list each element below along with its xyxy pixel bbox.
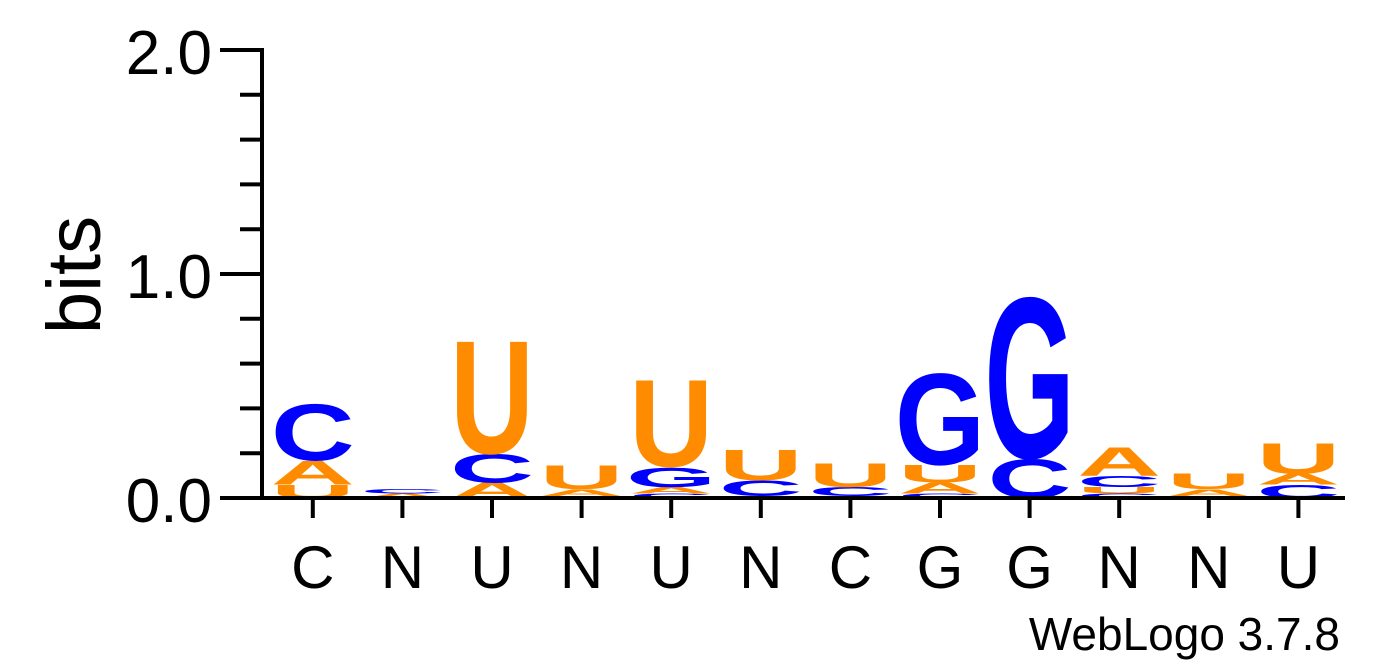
weblogo-credit: WebLogo 3.7.8 bbox=[1029, 608, 1340, 660]
x-tick-label: U bbox=[650, 534, 693, 601]
logo-letter-u: U bbox=[719, 441, 803, 490]
x-tick-label: U bbox=[1277, 534, 1320, 601]
logo-letter-c: C bbox=[808, 485, 892, 499]
logo-letter-u: U bbox=[629, 354, 713, 494]
logo-letter-u: U bbox=[808, 456, 892, 494]
logo-letter-c: C bbox=[898, 492, 982, 499]
logo-letter-a: A bbox=[1256, 470, 1340, 487]
logo-letter-a: A bbox=[271, 454, 355, 492]
x-tick-label: N bbox=[1187, 534, 1230, 601]
logo-letter-a: A bbox=[629, 485, 713, 495]
logo-letter-u: U bbox=[1077, 485, 1161, 495]
logo-letter-g: G bbox=[984, 249, 1074, 507]
x-tick-label: N bbox=[739, 534, 782, 601]
logo-letter-u: U bbox=[450, 307, 534, 487]
logo-letter-c: C bbox=[271, 387, 355, 478]
logo-letter-a: A bbox=[1167, 487, 1251, 497]
y-tick-label: 2.0 bbox=[126, 19, 212, 88]
logo-letter-a: A bbox=[898, 479, 982, 496]
x-tick-label: G bbox=[1006, 534, 1053, 601]
logo-letter-u: U bbox=[898, 460, 982, 488]
y-axis-label: bits bbox=[32, 216, 117, 334]
logo-letter-u: U bbox=[540, 459, 624, 497]
y-tick-label: 0.0 bbox=[126, 467, 212, 536]
logo-letter-a: A bbox=[540, 487, 624, 497]
x-tick-label: C bbox=[291, 534, 334, 601]
logo-letter-c: C bbox=[450, 446, 534, 491]
logo-letter-a: A bbox=[360, 492, 444, 499]
logo-letter-g: G bbox=[626, 462, 716, 493]
y-tick-label: 1.0 bbox=[126, 243, 212, 312]
logo-letter-c: C bbox=[1077, 473, 1161, 490]
logo-letter-c: C bbox=[629, 492, 713, 499]
x-tick-label: G bbox=[917, 534, 964, 601]
x-tick-label: N bbox=[1098, 534, 1141, 601]
logo-letter-g: G bbox=[895, 347, 985, 493]
x-tick-label: C bbox=[829, 534, 872, 601]
letter-stacks: UACACACUCAUCAGUACUACUCAUGCGCUCACAUCAU bbox=[271, 249, 1340, 510]
axes: 0.01.02.0C N U N U N C G G N N U bbox=[126, 19, 1345, 601]
x-tick-label: U bbox=[470, 534, 513, 601]
logo-letter-c: C bbox=[1077, 492, 1161, 499]
logo-letter-u: U bbox=[1167, 469, 1251, 494]
x-tick-label: N bbox=[381, 534, 424, 601]
logo-letter-a: A bbox=[1077, 439, 1161, 484]
logo-letter-c: C bbox=[360, 488, 444, 495]
x-tick-label: N bbox=[560, 534, 603, 601]
logo-letter-u: U bbox=[1256, 434, 1340, 483]
